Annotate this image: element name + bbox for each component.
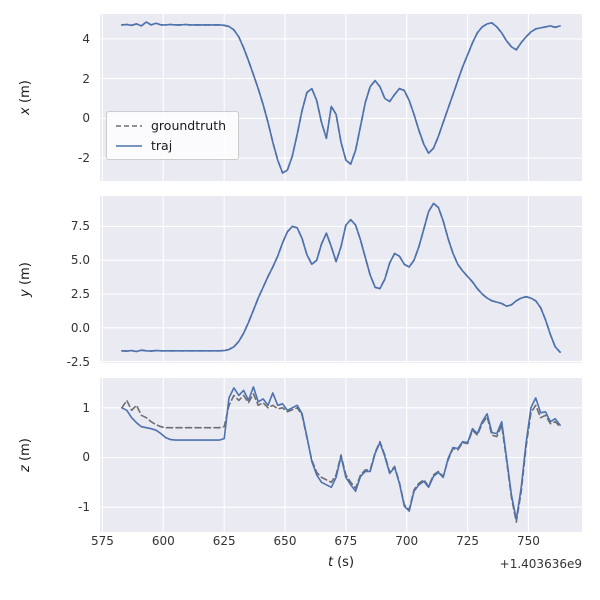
x-axis-label-unit: (s) <box>337 555 355 570</box>
x-tick-label: 675 <box>334 534 358 548</box>
subplot-2: z (m) -1 0 1 <box>0 378 600 532</box>
solid-line-sample-icon <box>116 144 142 147</box>
legend: groundtruth traj <box>106 111 240 160</box>
x-tick-labels: 575 600 625 650 675 700 725 750 <box>0 534 600 552</box>
plot-area-z <box>100 378 582 532</box>
y-tick-label: 5.0 <box>70 253 90 268</box>
y-tick-label: -2.5 <box>66 354 90 369</box>
x-tick-label: 750 <box>516 534 540 548</box>
y-tick-label: 0.0 <box>70 320 90 335</box>
y-tick-label: -2 <box>78 151 90 166</box>
legend-item-traj: traj <box>115 138 226 153</box>
y-tick-label: 1 <box>82 400 90 415</box>
dashed-line-sample-icon <box>116 124 142 127</box>
y-axis-label-var: z <box>18 465 33 472</box>
legend-label-traj: traj <box>151 138 173 153</box>
subplot-0: x (m) groundtruth traj -2 0 2 4 <box>0 14 600 181</box>
plot-area-x <box>100 14 582 181</box>
y-tick-label: -1 <box>78 500 90 515</box>
x-axis-label-var: t <box>327 555 334 570</box>
subplot-1: y (m) -2.5 0.0 2.5 5.0 7.5 <box>0 196 600 369</box>
x-tick-label: 650 <box>273 534 297 548</box>
plot-area-y <box>100 196 582 363</box>
x-tick-label: 700 <box>395 534 419 548</box>
y-tick-label: 2 <box>82 71 90 86</box>
legend-item-groundtruth: groundtruth <box>115 118 226 133</box>
y-tick-label: 7.5 <box>70 219 90 234</box>
y-tick-label: 0 <box>82 450 90 465</box>
y-tick-label: 4 <box>82 31 90 46</box>
x-tick-label: 575 <box>90 534 114 548</box>
x-axis-offset-text: +1.403636e9 <box>499 557 582 571</box>
x-axis-label: t (s) <box>100 555 582 570</box>
y-tick-label: 0 <box>82 111 90 126</box>
x-tick-label: 625 <box>212 534 236 548</box>
x-tick-label: 600 <box>151 534 175 548</box>
x-tick-label: 725 <box>456 534 480 548</box>
legend-label-groundtruth: groundtruth <box>151 118 227 133</box>
y-tick-label: 2.5 <box>70 287 90 302</box>
